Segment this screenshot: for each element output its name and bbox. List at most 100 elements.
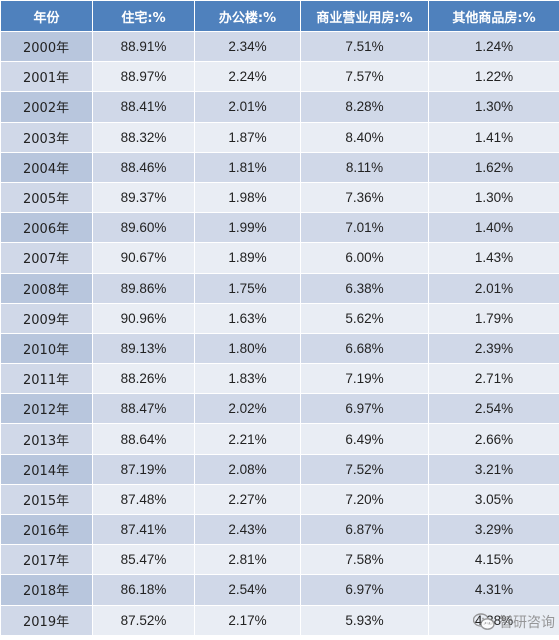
cell-office: 2.01%: [194, 91, 301, 123]
cell-year: 2018年: [0, 574, 93, 606]
table-row: 2008年 89.86% 1.75% 6.38% 2.01%: [0, 272, 559, 304]
cell-residential: 86.18%: [92, 574, 195, 606]
watermark: 智研咨询: [473, 612, 555, 632]
table-row: 2001年 88.97% 2.24% 7.57% 1.22%: [0, 61, 559, 93]
cell-other: 1.43%: [428, 242, 559, 274]
cell-year: 2012年: [0, 393, 93, 425]
cell-office: 2.02%: [194, 393, 301, 425]
cell-year: 2006年: [0, 212, 93, 244]
cell-commercial: 6.38%: [300, 272, 429, 304]
header-commercial: 商业营业用房:%: [300, 0, 429, 32]
table-row: 2019年 87.52% 2.17% 5.93% 4.38%: [0, 604, 559, 636]
cell-office: 1.81%: [194, 151, 301, 183]
cell-year: 2007年: [0, 242, 93, 274]
cell-commercial: 8.28%: [300, 91, 429, 123]
cell-office: 2.27%: [194, 483, 301, 516]
table-body: 2000年 88.91% 2.34% 7.51% 1.24% 2001年 88.97% 2.2…: [0, 30, 559, 636]
cell-commercial: 7.01%: [300, 212, 429, 244]
table-row: 2018年 86.18% 2.54% 6.97% 4.31%: [0, 574, 559, 606]
watermark-text: 智研咨询: [499, 615, 555, 631]
cell-office: 2.54%: [194, 574, 301, 606]
cell-commercial: 8.11%: [300, 151, 429, 183]
cell-residential: 88.91%: [92, 30, 195, 63]
cell-year: 2010年: [0, 332, 93, 365]
cell-commercial: 5.62%: [300, 302, 429, 334]
table-row: 2015年 87.48% 2.27% 7.20% 3.05%: [0, 483, 559, 516]
cell-office: 2.17%: [194, 604, 301, 636]
cell-other: 2.66%: [428, 423, 559, 455]
cell-office: 2.43%: [194, 513, 301, 546]
table-row: 2005年 89.37% 1.98% 7.36% 1.30%: [0, 181, 559, 214]
cell-residential: 90.67%: [92, 242, 195, 274]
cell-residential: 88.46%: [92, 151, 195, 183]
cell-other: 3.21%: [428, 453, 559, 485]
cell-office: 1.99%: [194, 212, 301, 244]
cell-commercial: 6.49%: [300, 423, 429, 455]
cell-residential: 89.13%: [92, 332, 195, 365]
header-row: 年份 住宅:% 办公楼:% 商业营业用房:% 其他商品房:%: [0, 0, 559, 32]
table-row: 2010年 89.13% 1.80% 6.68% 2.39%: [0, 332, 559, 365]
cell-commercial: 7.20%: [300, 483, 429, 516]
cell-residential: 87.52%: [92, 604, 195, 636]
header-other: 其他商品房:%: [428, 0, 559, 32]
cell-office: 2.24%: [194, 61, 301, 93]
cell-residential: 89.86%: [92, 272, 195, 304]
cell-commercial: 5.93%: [300, 604, 429, 636]
cell-commercial: 7.36%: [300, 181, 429, 214]
cell-other: 1.24%: [428, 30, 559, 63]
cell-other: 1.30%: [428, 91, 559, 123]
cell-residential: 88.32%: [92, 121, 195, 153]
cell-commercial: 7.19%: [300, 363, 429, 395]
table-row: 2014年 87.19% 2.08% 7.52% 3.21%: [0, 453, 559, 485]
cell-other: 4.15%: [428, 544, 559, 576]
table-row: 2002年 88.41% 2.01% 8.28% 1.30%: [0, 91, 559, 123]
cell-commercial: 7.57%: [300, 61, 429, 93]
cell-year: 2014年: [0, 453, 93, 485]
cell-other: 2.54%: [428, 393, 559, 425]
cell-residential: 87.48%: [92, 483, 195, 516]
cell-year: 2013年: [0, 423, 93, 455]
cell-residential: 89.37%: [92, 181, 195, 214]
table-header: 年份 住宅:% 办公楼:% 商业营业用房:% 其他商品房:%: [0, 0, 559, 32]
cell-residential: 88.97%: [92, 61, 195, 93]
cell-office: 2.81%: [194, 544, 301, 576]
cell-other: 1.22%: [428, 61, 559, 93]
cell-other: 1.62%: [428, 151, 559, 183]
wechat-icon: [473, 613, 495, 631]
cell-year: 2017年: [0, 544, 93, 576]
cell-other: 4.31%: [428, 574, 559, 606]
cell-office: 1.83%: [194, 363, 301, 395]
cell-office: 1.98%: [194, 181, 301, 214]
cell-residential: 88.47%: [92, 393, 195, 425]
cell-other: 2.01%: [428, 272, 559, 304]
cell-year: 2008年: [0, 272, 93, 304]
cell-residential: 87.19%: [92, 453, 195, 485]
cell-year: 2011年: [0, 363, 93, 395]
table-row: 2000年 88.91% 2.34% 7.51% 1.24%: [0, 30, 559, 63]
table-row: 2003年 88.32% 1.87% 8.40% 1.41%: [0, 121, 559, 153]
cell-commercial: 6.97%: [300, 574, 429, 606]
header-residential: 住宅:%: [92, 0, 195, 32]
cell-residential: 88.64%: [92, 423, 195, 455]
cell-year: 2015年: [0, 483, 93, 516]
table-row: 2007年 90.67% 1.89% 6.00% 1.43%: [0, 242, 559, 274]
header-year: 年份: [0, 0, 93, 32]
cell-office: 1.75%: [194, 272, 301, 304]
cell-year: 2000年: [0, 30, 93, 63]
table-row: 2011年 88.26% 1.83% 7.19% 2.71%: [0, 363, 559, 395]
cell-office: 1.63%: [194, 302, 301, 334]
table-row: 2012年 88.47% 2.02% 6.97% 2.54%: [0, 393, 559, 425]
cell-year: 2002年: [0, 91, 93, 123]
cell-year: 2005年: [0, 181, 93, 214]
cell-other: 1.30%: [428, 181, 559, 214]
cell-office: 1.87%: [194, 121, 301, 153]
cell-other: 1.40%: [428, 212, 559, 244]
cell-commercial: 7.58%: [300, 544, 429, 576]
table-row: 2004年 88.46% 1.81% 8.11% 1.62%: [0, 151, 559, 183]
cell-residential: 88.41%: [92, 91, 195, 123]
cell-office: 2.21%: [194, 423, 301, 455]
table-row: 2006年 89.60% 1.99% 7.01% 1.40%: [0, 212, 559, 244]
cell-commercial: 7.52%: [300, 453, 429, 485]
